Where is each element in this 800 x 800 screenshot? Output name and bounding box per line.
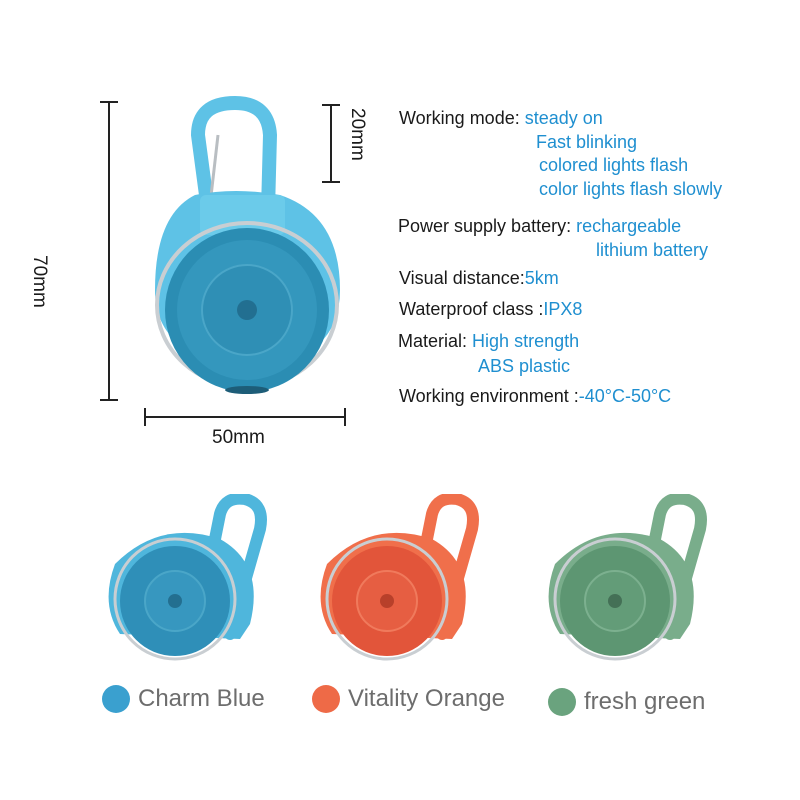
hook-dimension-line bbox=[330, 104, 332, 182]
spec-waterproof-value: IPX8 bbox=[543, 299, 583, 319]
spec-material-label: Material: bbox=[398, 331, 468, 351]
spec-waterproof-label: Waterproof class : bbox=[399, 299, 544, 319]
color-option-blue[interactable]: Charm Blue bbox=[102, 683, 265, 715]
height-dimension-line bbox=[108, 101, 110, 400]
hook-dimension-label: 20mm bbox=[347, 108, 368, 161]
spec-power-value-1: rechargeable bbox=[576, 216, 682, 236]
spec-material: Material: High strength bbox=[398, 331, 579, 352]
color-swatch-icon bbox=[312, 685, 340, 713]
color-option-label: Charm Blue bbox=[138, 685, 265, 712]
spec-working-mode: Working mode: steady on bbox=[399, 108, 603, 129]
spec-material-value-1: High strength bbox=[472, 331, 580, 351]
color-option-label: fresh green bbox=[584, 688, 706, 715]
spec-material-value-2: ABS plastic bbox=[478, 356, 571, 376]
width-dimension-line bbox=[144, 416, 345, 418]
spec-power-supply: Power supply battery: rechargeable bbox=[398, 216, 681, 237]
color-swatch-icon bbox=[548, 688, 576, 716]
main-product-image bbox=[155, 96, 340, 394]
width-dimension-label: 50mm bbox=[212, 427, 265, 448]
hook-dimension-cap-top bbox=[322, 104, 340, 106]
variant-image-blue bbox=[108, 494, 267, 661]
variant-image-orange bbox=[320, 494, 479, 661]
spec-working-mode-value-2: Fast blinking bbox=[536, 132, 638, 152]
height-dimension-cap-top bbox=[100, 101, 118, 103]
spec-environment: Working environment :-40°C-50°C bbox=[399, 386, 671, 407]
spec-visual-value: 5km bbox=[524, 268, 559, 288]
spec-power-label: Power supply battery: bbox=[398, 216, 572, 236]
width-dimension-cap-left bbox=[144, 408, 146, 426]
color-option-label: Vitality Orange bbox=[348, 685, 505, 712]
spec-environment-value: -40°C-50°C bbox=[578, 386, 672, 406]
spec-working-mode-value-3: colored lights flash bbox=[539, 155, 689, 175]
color-option-green[interactable]: fresh green bbox=[548, 686, 705, 718]
spec-environment-label: Working environment : bbox=[399, 386, 579, 406]
spec-visual-label: Visual distance: bbox=[399, 268, 525, 288]
color-option-orange[interactable]: Vitality Orange bbox=[312, 683, 505, 715]
spec-visual-distance: Visual distance:5km bbox=[399, 268, 559, 289]
spec-waterproof: Waterproof class :IPX8 bbox=[399, 299, 582, 320]
color-swatch-icon bbox=[102, 685, 130, 713]
spec-working-mode-value-1: steady on bbox=[524, 108, 603, 128]
hook-dimension-cap-bottom bbox=[322, 181, 340, 183]
spec-power-value-2: lithium battery bbox=[596, 240, 709, 260]
spec-working-mode-value-4: color lights flash slowly bbox=[539, 179, 723, 199]
variant-image-green bbox=[548, 494, 707, 661]
width-dimension-cap-right bbox=[344, 408, 346, 426]
spec-working-mode-label: Working mode: bbox=[399, 108, 520, 128]
height-dimension-label: 70mm bbox=[29, 255, 50, 308]
height-dimension-cap-bottom bbox=[100, 399, 118, 401]
